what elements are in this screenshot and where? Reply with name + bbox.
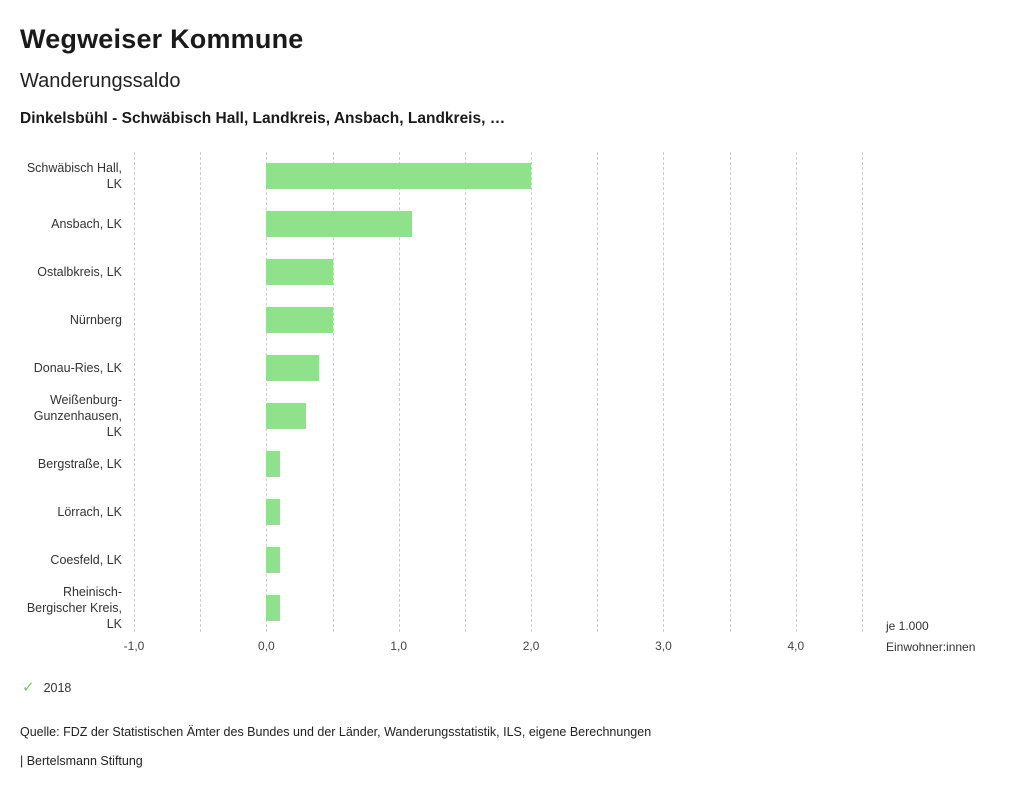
page-title: Wegweiser Kommune: [20, 24, 304, 54]
bar-3[interactable]: [266, 307, 333, 333]
bar-8[interactable]: [266, 547, 280, 573]
plot-wrap: -1,0 0,0 1,0 2,0 3,0 4,0: [124, 152, 863, 658]
plot-area: [134, 152, 863, 632]
gridline: [795, 152, 797, 632]
category-labels: Schwäbisch Hall, LK Ansbach, LK Ostalbkrei…: [20, 152, 122, 658]
gridline: [266, 152, 268, 632]
category-label-3: Nürnberg: [69, 312, 122, 327]
gridline: [134, 152, 135, 632]
gridline: [597, 152, 599, 632]
x-tick-label-0: -1,0: [123, 639, 145, 653]
category-label-2: Ostalbkreis, LK: [37, 264, 122, 279]
source-text: Quelle: FDZ der Statistischen Ämter des …: [20, 725, 652, 739]
gridline: [862, 152, 863, 632]
gridline: [464, 152, 466, 632]
gridline: [729, 152, 731, 632]
x-tick-label-2: 1,0: [390, 639, 408, 653]
category-label-6: Bergstraße, LK: [37, 456, 122, 471]
category-label-1: Ansbach, LK: [51, 216, 122, 231]
axis-unit-line-1: je 1.000: [886, 619, 929, 633]
x-tick-label-3: 2,0: [522, 639, 540, 653]
category-label-4: Donau-Ries, LK: [33, 360, 122, 375]
bar-1[interactable]: [266, 211, 412, 237]
gridline: [398, 152, 400, 632]
bar-5[interactable]: [266, 403, 307, 429]
check-icon: ✓: [22, 679, 35, 696]
x-axis: -1,0 0,0 1,0 2,0 3,0 4,0: [124, 632, 862, 658]
bar-chart: Schwäbisch Hall, LK Ansbach, LK Ostalbkrei…: [20, 152, 1004, 658]
category-label-0: Schwäbisch Hall, LK: [26, 160, 122, 191]
gridline: [200, 152, 202, 632]
bar-7[interactable]: [266, 499, 280, 525]
gridline: [332, 152, 334, 632]
bar-6[interactable]: [266, 451, 280, 477]
legend-year-label: 2018: [43, 680, 72, 695]
category-label-8: Coesfeld, LK: [50, 552, 122, 567]
axis-unit-line-2: Einwohner:innen: [886, 640, 976, 654]
axis-unit-label: je 1.000 Einwohner:innen: [886, 616, 975, 658]
branding-text: | Bertelsmann Stiftung: [20, 754, 143, 768]
bar-4[interactable]: [266, 355, 320, 381]
chart-title: Wanderungssaldo: [20, 70, 181, 92]
bar-2[interactable]: [266, 259, 333, 285]
x-tick-label-4: 3,0: [655, 639, 672, 653]
gridline: [531, 152, 533, 632]
legend-item-2018[interactable]: ✓ 2018: [22, 680, 71, 695]
category-label-9: Rheinisch-Bergischer Kreis, LK: [26, 584, 122, 632]
x-tick-label-1: 0,0: [258, 639, 275, 653]
category-label-5: Weißenburg-Gunzenhausen, LK: [33, 392, 122, 440]
bar-0[interactable]: [266, 163, 532, 189]
bar-9[interactable]: [266, 595, 280, 621]
gridline: [663, 152, 665, 632]
x-tick-label-5: 4,0: [787, 639, 805, 653]
chart-selection: Dinkelsbühl - Schwäbisch Hall, Landkreis…: [20, 110, 506, 127]
category-label-7: Lörrach, LK: [57, 504, 122, 519]
